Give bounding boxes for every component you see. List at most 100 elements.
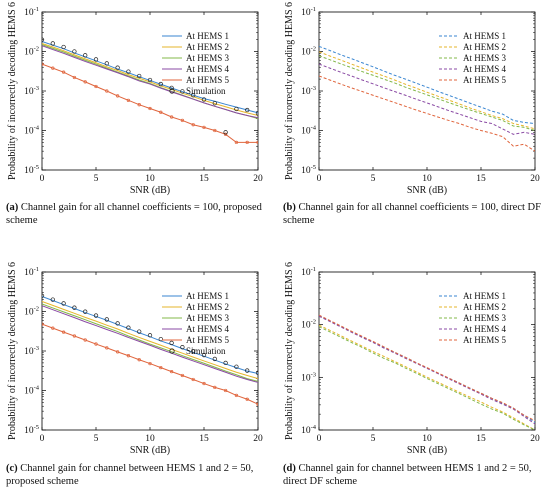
chart-a-series-at-hems-5-marker — [61, 70, 66, 74]
chart-c-series-at-hems-5-marker — [148, 361, 152, 366]
chart-c-xtick-label: 0 — [40, 434, 45, 444]
chart-a-series-at-hems-5-marker — [105, 89, 109, 93]
chart-c-series-simulation-point — [212, 356, 217, 362]
chart-c-legend-label: Simulation — [186, 346, 226, 356]
chart-c-series-simulation-point — [255, 370, 258, 375]
chart-a-xtick-label: 20 — [253, 174, 263, 184]
chart-c-series-at-hems-5-marker — [202, 381, 206, 386]
chart-c-series-simulation-point — [245, 368, 250, 373]
chart-a-series-simulation-point — [147, 77, 153, 83]
chart-d-xtick-label: 20 — [530, 434, 540, 444]
chart-c-ytick-label: 10-5 — [24, 424, 39, 436]
chart-c-series-simulation-point — [137, 329, 142, 334]
chart-c-series-simulation-point — [42, 293, 45, 298]
chart-d-series-at-hems-5-line — [319, 314, 535, 422]
chart-a-xtick-label: 5 — [94, 174, 99, 184]
chart-c-series-at-hems-5-marker — [51, 326, 55, 330]
chart-a-series-at-hems-5-marker — [191, 123, 195, 127]
chart-c-series-simulation-point — [72, 305, 77, 310]
chart-d-legend-label: At HEMS 5 — [463, 335, 507, 345]
chart-c-xlabel: SNR (dB) — [130, 445, 170, 456]
chart-c-series-at-hems-5-marker — [42, 322, 44, 326]
chart-c-series-at-hems-5-marker — [137, 358, 141, 362]
chart-c-series-at-hems-5-marker — [169, 370, 174, 374]
chart-b-legend: At HEMS 1At HEMS 2At HEMS 3At HEMS 4At H… — [439, 31, 507, 85]
chart-c-series-simulation-point — [115, 321, 120, 326]
caption-c: (c) Channel gain for channel between HEM… — [6, 462, 271, 488]
chart-b-xlabel: SNR (dB) — [407, 185, 447, 196]
chart-c-series-simulation-point — [50, 297, 55, 302]
chart-b-legend-label: At HEMS 4 — [463, 64, 507, 74]
chart-c-series-at-hems-5-marker — [61, 330, 66, 334]
chart-b-legend-label: At HEMS 2 — [463, 42, 506, 52]
chart-a-series-at-hems-5-marker — [42, 62, 44, 66]
chart-d: 0 5 10 15 20 10-4 10-3 10-2 10-1 SNR (dB) Probabil… — [284, 262, 540, 456]
chart-a-series-at-hems-5-marker — [72, 75, 77, 80]
chart-c-xtick-label: 20 — [253, 434, 263, 444]
chart-a: 0 5 10 15 20 10-5 10-4 10-3 10-2 10-1 SNR (dB) Prob… — [7, 2, 263, 196]
chart-a-series-at-hems-5-marker — [234, 140, 239, 145]
chart-b-xtick-label: 10 — [422, 174, 432, 184]
chart-c-series-at-hems-5-marker — [245, 397, 249, 401]
chart-c-series-at-hems-5-marker — [105, 346, 109, 350]
chart-d-legend-label: At HEMS 1 — [463, 291, 506, 301]
chart-b-xtick-label: 20 — [530, 174, 540, 184]
chart-a-series-at-hems-5-marker — [256, 140, 258, 145]
caption-a-text: Channel gain for all channel coefficient… — [6, 202, 262, 226]
chart-a-legend-label: At HEMS 3 — [186, 53, 230, 63]
chart-c: 0 5 10 15 20 10-5 10-4 10-3 10-2 10-1 SNR (dB) Prob… — [7, 262, 263, 456]
chart-a-series-at-hems-5-line — [42, 63, 258, 143]
chart-c-series-simulation-point — [234, 364, 239, 369]
chart-c-legend: At HEMS 1At HEMS 2At HEMS 3At HEMS 4At H… — [162, 291, 230, 356]
chart-a-series-simulation-point — [212, 101, 217, 106]
chart-c-xtick-label: 10 — [145, 434, 155, 444]
chart-c-series-at-hems-2-line — [42, 300, 258, 380]
chart-a-series-simulation-point — [83, 53, 88, 58]
chart-d-ytick-label: 10-4 — [301, 424, 317, 436]
chart-a-xtick-label: 10 — [145, 174, 155, 184]
caption-a-label: (a) — [6, 202, 19, 213]
chart-d-xlabel: SNR (dB) — [407, 445, 447, 456]
chart-c-series-simulation-point — [61, 301, 66, 306]
chart-a-ytick-label: 10-1 — [24, 6, 39, 18]
caption-c-text: Channel gain for channel between HEMS 1 … — [6, 463, 254, 487]
chart-a-series-simulation-point — [126, 69, 131, 74]
chart-c-series-at-hems-5-marker — [94, 342, 98, 346]
caption-c-label: (c) — [6, 463, 18, 474]
chart-a-legend: At HEMS 1At HEMS 2At HEMS 3At HEMS 4At H… — [162, 31, 230, 96]
chart-b-ytick-label: 10-4 — [301, 125, 317, 137]
chart-d-ytick-label: 10-2 — [301, 319, 316, 331]
chart-a-series-at-hems-5-marker — [126, 98, 131, 102]
chart-a-series-at-hems-5-marker — [223, 132, 228, 136]
chart-c-legend-label: At HEMS 1 — [186, 291, 229, 301]
chart-c-series-at-hems-5-marker — [223, 388, 228, 393]
chart-c-legend-label: At HEMS 4 — [186, 324, 230, 334]
chart-a-series-simulation-point — [50, 41, 55, 46]
chart-a-series-simulation-point — [115, 65, 120, 70]
chart-a-series-at-hems-5-marker — [245, 140, 249, 145]
chart-b-legend-label: At HEMS 5 — [463, 75, 507, 85]
chart-d-legend-label: At HEMS 4 — [463, 324, 507, 334]
chart-a-series-simulation-point — [245, 107, 250, 113]
chart-a-series-simulation-point — [104, 61, 109, 66]
chart-c-series-simulation-point — [104, 317, 109, 322]
chart-a-xtick-label: 0 — [40, 174, 45, 184]
chart-a-ytick-label: 10-5 — [24, 164, 39, 176]
chart-a-xlabel: SNR (dB) — [130, 185, 170, 196]
chart-c-series-at-hems-5-marker — [180, 373, 185, 378]
chart-b-xtick-label: 15 — [476, 174, 486, 184]
chart-d-legend: At HEMS 1At HEMS 2At HEMS 3At HEMS 4At H… — [439, 291, 507, 345]
chart-a-ylabel: Probability of incorrectly decoding HEMS… — [7, 2, 18, 180]
chart-b-ytick-label: 10-1 — [301, 6, 316, 18]
chart-a-series-at-hems-5-marker — [180, 118, 185, 123]
chart-a-series-simulation-point — [158, 81, 163, 87]
chart-c-series-at-hems-5-marker — [115, 350, 120, 354]
chart-c-series-simulation-point — [169, 340, 174, 346]
chart-d-xtick-label: 10 — [422, 434, 432, 444]
chart-a-legend-label: Simulation — [186, 86, 226, 96]
chart-c-series-at-hems-5-marker — [234, 393, 239, 398]
chart-a-series-simulation-point — [201, 97, 207, 102]
chart-a-legend-label: At HEMS 4 — [186, 64, 230, 74]
chart-c-series-simulation-point — [93, 313, 99, 318]
